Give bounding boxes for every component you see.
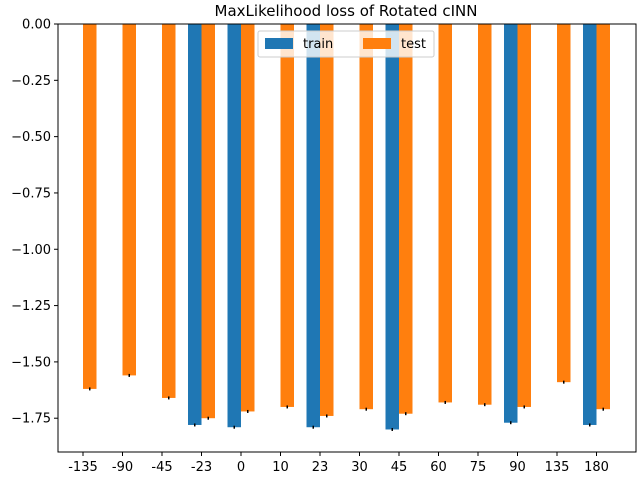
x-tick-label: 60 bbox=[430, 460, 447, 475]
bar-train-0 bbox=[227, 24, 241, 428]
bar-test-75 bbox=[478, 24, 492, 405]
bar-test-135 bbox=[557, 24, 571, 383]
y-tick-label: −0.75 bbox=[11, 186, 51, 201]
legend-label-test: test bbox=[401, 37, 426, 52]
bar-train-45 bbox=[385, 24, 399, 430]
bar-test-60 bbox=[438, 24, 452, 403]
x-tick-label: -45 bbox=[151, 460, 172, 475]
x-tick-label: -90 bbox=[112, 460, 133, 475]
legend-box bbox=[257, 30, 435, 58]
bar-train-180 bbox=[583, 24, 597, 425]
y-tick-label: −1.25 bbox=[11, 299, 51, 314]
bar-test--23 bbox=[201, 24, 215, 419]
bar-test-10 bbox=[280, 24, 294, 407]
plot-frame bbox=[57, 23, 637, 453]
x-tick-label: 90 bbox=[509, 460, 526, 475]
legend: train test bbox=[257, 30, 435, 58]
y-axis: 0.00 −0.25 −0.50 −0.75 −1.00 −1.25 −1.50 −1.75 bbox=[11, 18, 58, 427]
x-tick-label: 0 bbox=[237, 460, 245, 475]
bar-test-90 bbox=[517, 24, 531, 407]
error-bars-group bbox=[89, 373, 604, 431]
x-tick-label: 10 bbox=[272, 460, 289, 475]
y-tick-label: −0.25 bbox=[11, 74, 51, 89]
x-tick-label: 23 bbox=[312, 460, 329, 475]
x-tick-label: -23 bbox=[191, 460, 212, 475]
y-tick-label: −1.00 bbox=[11, 243, 51, 258]
bar-test-45 bbox=[399, 24, 413, 414]
legend-swatch-test bbox=[363, 38, 391, 49]
x-tick-label: -135 bbox=[68, 460, 98, 475]
y-tick-label: −0.50 bbox=[11, 130, 51, 145]
bar-test-0 bbox=[241, 24, 255, 412]
y-tick-label: 0.00 bbox=[22, 18, 51, 33]
bar-test--90 bbox=[122, 24, 136, 376]
x-axis: -135 -90 -45 -23 0 10 23 30 45 60 75 90 135 180 bbox=[68, 452, 609, 475]
y-tick-label: −1.75 bbox=[11, 412, 51, 427]
bars-group bbox=[83, 24, 610, 430]
legend-swatch-train bbox=[265, 38, 293, 49]
bar-test-30 bbox=[359, 24, 373, 410]
x-tick-label: 45 bbox=[391, 460, 408, 475]
bar-train-90 bbox=[504, 24, 518, 423]
bar-test-23 bbox=[320, 24, 334, 416]
x-tick-label: 135 bbox=[545, 460, 570, 475]
x-tick-label: 30 bbox=[351, 460, 368, 475]
legend-label-train: train bbox=[303, 37, 333, 52]
bar-train-23 bbox=[306, 24, 320, 428]
y-tick-label: −1.50 bbox=[11, 355, 51, 370]
bar-test-180 bbox=[596, 24, 610, 410]
x-tick-label: 180 bbox=[584, 460, 609, 475]
bar-test--135 bbox=[83, 24, 97, 389]
x-tick-label: 75 bbox=[470, 460, 487, 475]
bar-test--45 bbox=[162, 24, 176, 398]
chart-title: MaxLikelihood loss of Rotated cINN bbox=[215, 2, 478, 20]
bar-train--23 bbox=[188, 24, 202, 425]
